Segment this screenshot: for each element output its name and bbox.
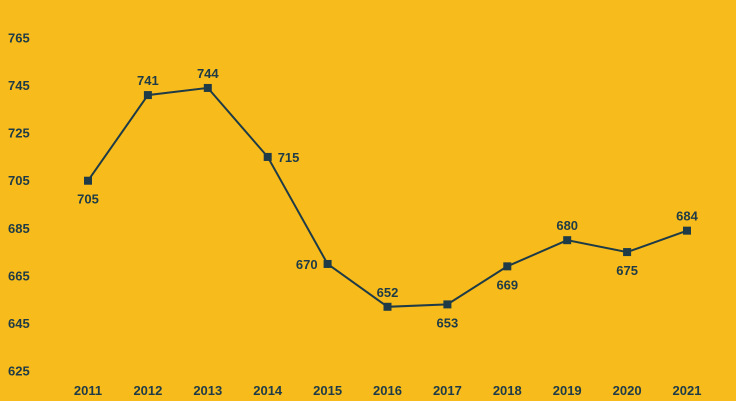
y-tick-label: 665 bbox=[8, 268, 30, 283]
y-tick-label: 725 bbox=[8, 126, 30, 141]
data-label: 675 bbox=[616, 263, 638, 278]
x-tick-label: 2014 bbox=[253, 383, 283, 398]
x-tick-label: 2017 bbox=[433, 383, 462, 398]
y-axis: 625 645 665 685 705 725 745 765 bbox=[8, 31, 30, 379]
data-point-marker bbox=[263, 152, 272, 161]
data-point-marker bbox=[683, 226, 691, 235]
data-point-marker bbox=[563, 236, 572, 245]
y-tick-label: 765 bbox=[8, 31, 30, 46]
x-tick-label: 2018 bbox=[493, 383, 522, 398]
x-tick-label: 2021 bbox=[673, 383, 702, 398]
x-axis: 2011 2012 2013 2014 2015 2016 2017 2018 2019 2020… bbox=[74, 383, 702, 398]
x-tick-label: 2016 bbox=[373, 383, 402, 398]
data-label: 670 bbox=[296, 257, 318, 272]
data-labels: 705 741 744 715 670 652 653 669 680 675 684 bbox=[77, 66, 698, 330]
y-tick-label: 645 bbox=[8, 316, 30, 331]
series-line bbox=[87, 86, 688, 308]
y-tick-label: 745 bbox=[8, 78, 30, 93]
y-tick-label: 685 bbox=[8, 221, 30, 236]
data-label: 669 bbox=[496, 277, 518, 292]
data-point-marker bbox=[443, 300, 452, 309]
data-label: 744 bbox=[197, 66, 219, 81]
x-tick-label: 2013 bbox=[193, 383, 222, 398]
data-point-marker bbox=[323, 259, 332, 268]
x-tick-label: 2011 bbox=[74, 383, 102, 398]
y-tick-label: 625 bbox=[8, 364, 30, 379]
data-label: 680 bbox=[556, 218, 578, 233]
data-point-marker bbox=[203, 83, 212, 92]
data-label: 684 bbox=[676, 209, 698, 224]
data-label: 653 bbox=[437, 315, 459, 330]
series-markers bbox=[84, 83, 691, 311]
data-point-marker bbox=[143, 91, 152, 100]
x-tick-label: 2015 bbox=[313, 383, 342, 398]
data-label: 741 bbox=[137, 73, 159, 88]
data-point-marker bbox=[383, 302, 392, 311]
data-label: 705 bbox=[77, 192, 99, 207]
data-point-marker bbox=[623, 248, 632, 257]
x-tick-label: 2019 bbox=[553, 383, 582, 398]
x-tick-label: 2020 bbox=[613, 383, 642, 398]
y-tick-label: 705 bbox=[8, 173, 30, 188]
data-point-marker bbox=[503, 262, 512, 271]
x-tick-label: 2012 bbox=[133, 383, 162, 398]
data-label: 652 bbox=[377, 285, 399, 300]
data-point-marker bbox=[84, 176, 92, 185]
data-label: 715 bbox=[278, 150, 300, 165]
